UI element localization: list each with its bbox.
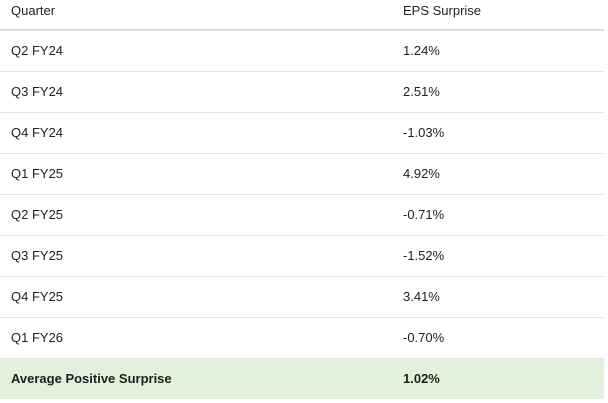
table-row: Q2 FY25 -0.71% <box>0 194 604 236</box>
summary-label: Average Positive Surprise <box>11 371 172 387</box>
quarter-cell: Q1 FY26 <box>0 317 392 359</box>
summary-row: Average Positive Surprise 1.02% <box>0 358 604 399</box>
table-row: Q1 FY26 -0.70% <box>0 317 604 359</box>
table-row: Q1 FY25 4.92% <box>0 153 604 195</box>
eps-surprise-cell: -0.71% <box>392 194 604 236</box>
quarter-cell: Q2 FY25 <box>0 194 392 236</box>
quarter-cell: Q3 FY25 <box>0 235 392 277</box>
table-header: Quarter EPS Surprise <box>0 0 604 31</box>
eps-surprise-cell: -1.52% <box>392 235 604 277</box>
quarter-cell: Q2 FY24 <box>0 30 392 72</box>
table-row: Q4 FY24 -1.03% <box>0 112 604 154</box>
header-row: Quarter EPS Surprise <box>0 0 604 31</box>
eps-surprise-cell: 4.92% <box>392 153 604 195</box>
table-row: Q3 FY24 2.51% <box>0 71 604 113</box>
table-body: Q2 FY24 1.24% Q3 FY24 2.51% Q4 FY24 -1.0… <box>0 30 604 399</box>
table-row: Q3 FY25 -1.52% <box>0 235 604 277</box>
eps-surprise-cell: -0.70% <box>392 317 604 359</box>
column-header-eps-surprise: EPS Surprise <box>392 0 604 31</box>
quarter-cell: Q4 FY25 <box>0 276 392 318</box>
quarter-cell: Q1 FY25 <box>0 153 392 195</box>
quarter-cell: Q3 FY24 <box>0 71 392 113</box>
eps-surprise-cell: 1.24% <box>392 30 604 72</box>
eps-surprise-cell: -1.03% <box>392 112 604 154</box>
column-header-quarter: Quarter <box>0 0 392 31</box>
eps-surprise-cell: 3.41% <box>392 276 604 318</box>
quarter-cell: Q4 FY24 <box>0 112 392 154</box>
summary-value: 1.02% <box>403 371 440 387</box>
table-row: Q2 FY24 1.24% <box>0 30 604 72</box>
eps-surprise-cell: 2.51% <box>392 71 604 113</box>
table-row: Q4 FY25 3.41% <box>0 276 604 318</box>
